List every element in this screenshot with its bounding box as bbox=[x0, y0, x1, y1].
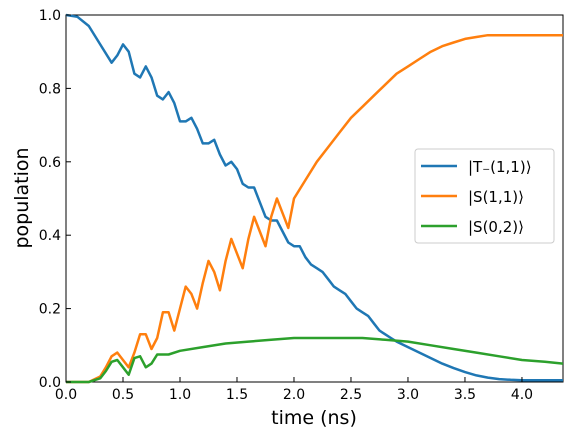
legend-label-s02: |S(0,2)⟩ bbox=[468, 218, 524, 236]
x-axis-title: time (ns) bbox=[271, 407, 357, 429]
legend-label-t11: |T₋(1,1)⟩ bbox=[468, 158, 532, 176]
y-axis-title: population bbox=[11, 147, 33, 248]
x-tick-label: 2.0 bbox=[283, 387, 305, 403]
series-line-s11 bbox=[66, 33, 563, 384]
series-line-t11 bbox=[66, 13, 563, 382]
x-tick-label: 0.5 bbox=[112, 387, 134, 403]
y-tick-label: 1.0 bbox=[39, 8, 61, 24]
y-tick-label: 0.6 bbox=[39, 155, 61, 171]
y-tick-label: 0.0 bbox=[39, 375, 61, 391]
x-tick-label: 4.0 bbox=[511, 387, 533, 403]
y-tick-label: 0.4 bbox=[39, 228, 61, 244]
x-tick-label: 3.0 bbox=[397, 387, 419, 403]
x-tick-label: 3.5 bbox=[454, 387, 476, 403]
x-tick-label: 2.5 bbox=[340, 387, 362, 403]
legend-label-s11: |S(1,1)⟩ bbox=[468, 188, 524, 206]
legend: |T₋(1,1)⟩ |S(1,1)⟩ |S(0,2)⟩ bbox=[414, 148, 555, 244]
x-tick-label: 1.5 bbox=[226, 387, 248, 403]
series-line-s02 bbox=[66, 336, 563, 384]
y-tick-label: 0.8 bbox=[39, 81, 61, 97]
y-tick-label: 0.2 bbox=[39, 302, 61, 318]
ticks-layer: 0.0 0.5 1.0 1.5 2.0 2.5 3.0 3.5 4.0 0.0 0.2 0.4 0.6 0… bbox=[39, 8, 533, 403]
x-tick-label: 1.0 bbox=[169, 387, 191, 403]
legend-box bbox=[414, 148, 555, 244]
x-tick-label: 0.0 bbox=[55, 387, 77, 403]
series-layer bbox=[66, 13, 563, 384]
